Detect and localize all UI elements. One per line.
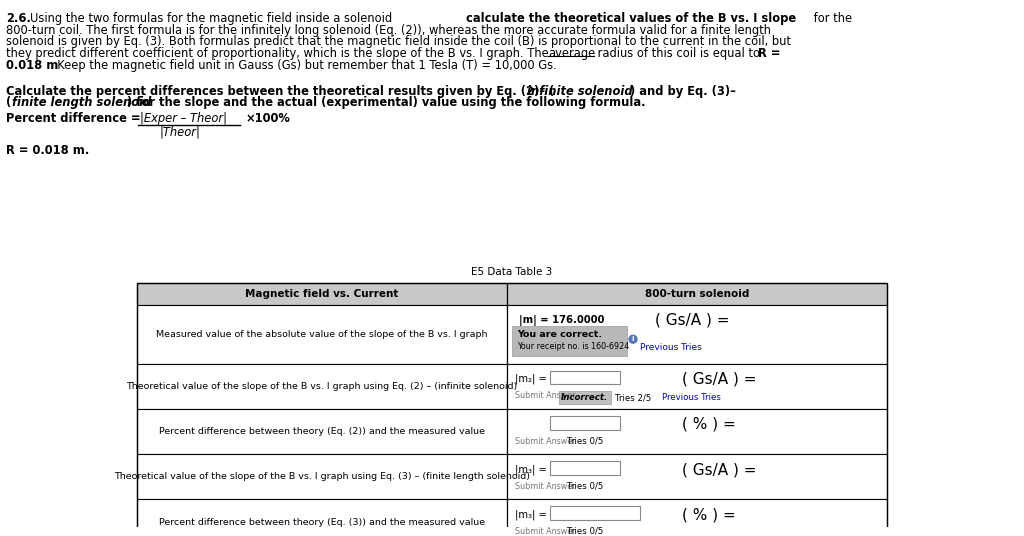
- Text: ( Gs/A ) =: ( Gs/A ) =: [682, 462, 757, 477]
- Bar: [507, 500, 887, 536]
- Text: infinite solenoid: infinite solenoid: [527, 85, 633, 98]
- Text: |m₂| =: |m₂| =: [515, 374, 547, 384]
- Text: Previous Tries: Previous Tries: [640, 343, 701, 352]
- Text: ( % ) =: ( % ) =: [682, 508, 736, 523]
- Text: Using the two formulas for the magnetic field inside a solenoid: Using the two formulas for the magnetic …: [30, 12, 395, 25]
- Text: ( % ) =: ( % ) =: [682, 417, 736, 432]
- Bar: [550, 371, 620, 384]
- Text: ( Gs/A ) =: ( Gs/A ) =: [682, 371, 757, 386]
- Bar: [559, 391, 611, 404]
- Text: |Theor|: |Theor|: [160, 126, 201, 139]
- Text: Previous Tries: Previous Tries: [662, 393, 721, 403]
- Text: |m₃| =: |m₃| =: [515, 509, 547, 520]
- Text: ) and by Eq. (3)–: ) and by Eq. (3)–: [630, 85, 736, 98]
- Text: Measured value of the absolute value of the slope of the B vs. I graph: Measured value of the absolute value of …: [157, 330, 487, 339]
- Bar: [507, 454, 887, 500]
- Text: Submit Answer: Submit Answer: [515, 436, 575, 445]
- Text: Calculate the percent differences between the theoretical results given by Eq. (: Calculate the percent differences betwee…: [6, 85, 554, 98]
- Text: Percent difference between theory (Eq. (2)) and the measured value: Percent difference between theory (Eq. (…: [159, 427, 485, 436]
- Text: |m| = 176.0000: |m| = 176.0000: [519, 315, 604, 326]
- Bar: [550, 461, 620, 475]
- Text: R = 0.018 m.: R = 0.018 m.: [6, 144, 89, 157]
- Text: ×100%: ×100%: [246, 113, 291, 125]
- Text: 2.6.: 2.6.: [6, 12, 31, 25]
- Bar: [137, 364, 507, 409]
- Text: average: average: [548, 47, 595, 60]
- Text: |m₃| =: |m₃| =: [515, 464, 547, 474]
- Text: solenoid is given by Eq. (3). Both formulas predict that the magnetic field insi: solenoid is given by Eq. (3). Both formu…: [6, 35, 791, 48]
- Text: |Exper – Theor|: |Exper – Theor|: [140, 112, 227, 125]
- Text: You are correct.: You are correct.: [517, 330, 602, 339]
- Text: (: (: [6, 96, 11, 109]
- Bar: [137, 454, 507, 500]
- Text: Submit Answer: Submit Answer: [515, 391, 575, 400]
- Text: Magnetic field vs. Current: Magnetic field vs. Current: [246, 289, 398, 299]
- Text: Incorrect.: Incorrect.: [561, 393, 608, 403]
- Text: 800-turn coil. The first formula is for the infinitely long solenoid (Eq. (2)), : 800-turn coil. The first formula is for …: [6, 24, 771, 36]
- Text: Tries 0/5: Tries 0/5: [567, 527, 603, 536]
- Bar: [507, 305, 887, 364]
- Text: Submit Answer: Submit Answer: [515, 527, 575, 536]
- Text: Submit Answer: Submit Answer: [515, 482, 575, 491]
- Text: they predict different coefficient of proportionality, which is the slope of the: they predict different coefficient of pr…: [6, 47, 552, 60]
- Bar: [550, 416, 620, 430]
- Bar: [137, 283, 507, 305]
- Text: calculate the theoretical values of the B vs. I slope: calculate the theoretical values of the …: [466, 12, 796, 25]
- Bar: [550, 507, 640, 520]
- Text: Your receipt no. is 160-6924: Your receipt no. is 160-6924: [517, 342, 630, 351]
- Text: Tries 2/5: Tries 2/5: [615, 393, 651, 403]
- Text: Percent difference between theory (Eq. (3)) and the measured value: Percent difference between theory (Eq. (…: [159, 518, 485, 526]
- Text: ) for the slope and the actual (experimental) value using the following formula.: ) for the slope and the actual (experime…: [127, 96, 645, 109]
- Bar: [137, 305, 507, 364]
- Bar: [137, 283, 887, 536]
- Text: 800-turn solenoid: 800-turn solenoid: [645, 289, 750, 299]
- Circle shape: [629, 336, 637, 343]
- Text: . Keep the magnetic field unit in Gauss (Gs) but remember that 1 Tesla (T) = 10,: . Keep the magnetic field unit in Gauss …: [50, 59, 557, 72]
- Text: radius of this coil is equal to: radius of this coil is equal to: [594, 47, 764, 60]
- Text: i: i: [632, 336, 634, 342]
- Bar: [507, 283, 887, 305]
- Text: Theoretical value of the slope of the B vs. I graph using Eq. (3) – (finite leng: Theoretical value of the slope of the B …: [114, 472, 530, 481]
- Bar: [512, 326, 627, 356]
- Bar: [137, 409, 507, 454]
- Text: ( Gs/A ) =: ( Gs/A ) =: [655, 312, 729, 327]
- Text: Percent difference =: Percent difference =: [6, 112, 140, 125]
- Text: finite length solenoid: finite length solenoid: [12, 96, 152, 109]
- Text: R =: R =: [758, 47, 780, 60]
- Text: E5 Data Table 3: E5 Data Table 3: [471, 267, 553, 277]
- Text: Theoretical value of the slope of the B vs. I graph using Eq. (2) – (infinite so: Theoretical value of the slope of the B …: [126, 382, 517, 391]
- Text: Tries 0/5: Tries 0/5: [567, 436, 603, 445]
- Text: Tries 0/5: Tries 0/5: [567, 482, 603, 491]
- Bar: [507, 364, 887, 409]
- Bar: [507, 409, 887, 454]
- Bar: [137, 500, 507, 536]
- Text: 0.018 m: 0.018 m: [6, 59, 58, 72]
- Text: for the: for the: [810, 12, 852, 25]
